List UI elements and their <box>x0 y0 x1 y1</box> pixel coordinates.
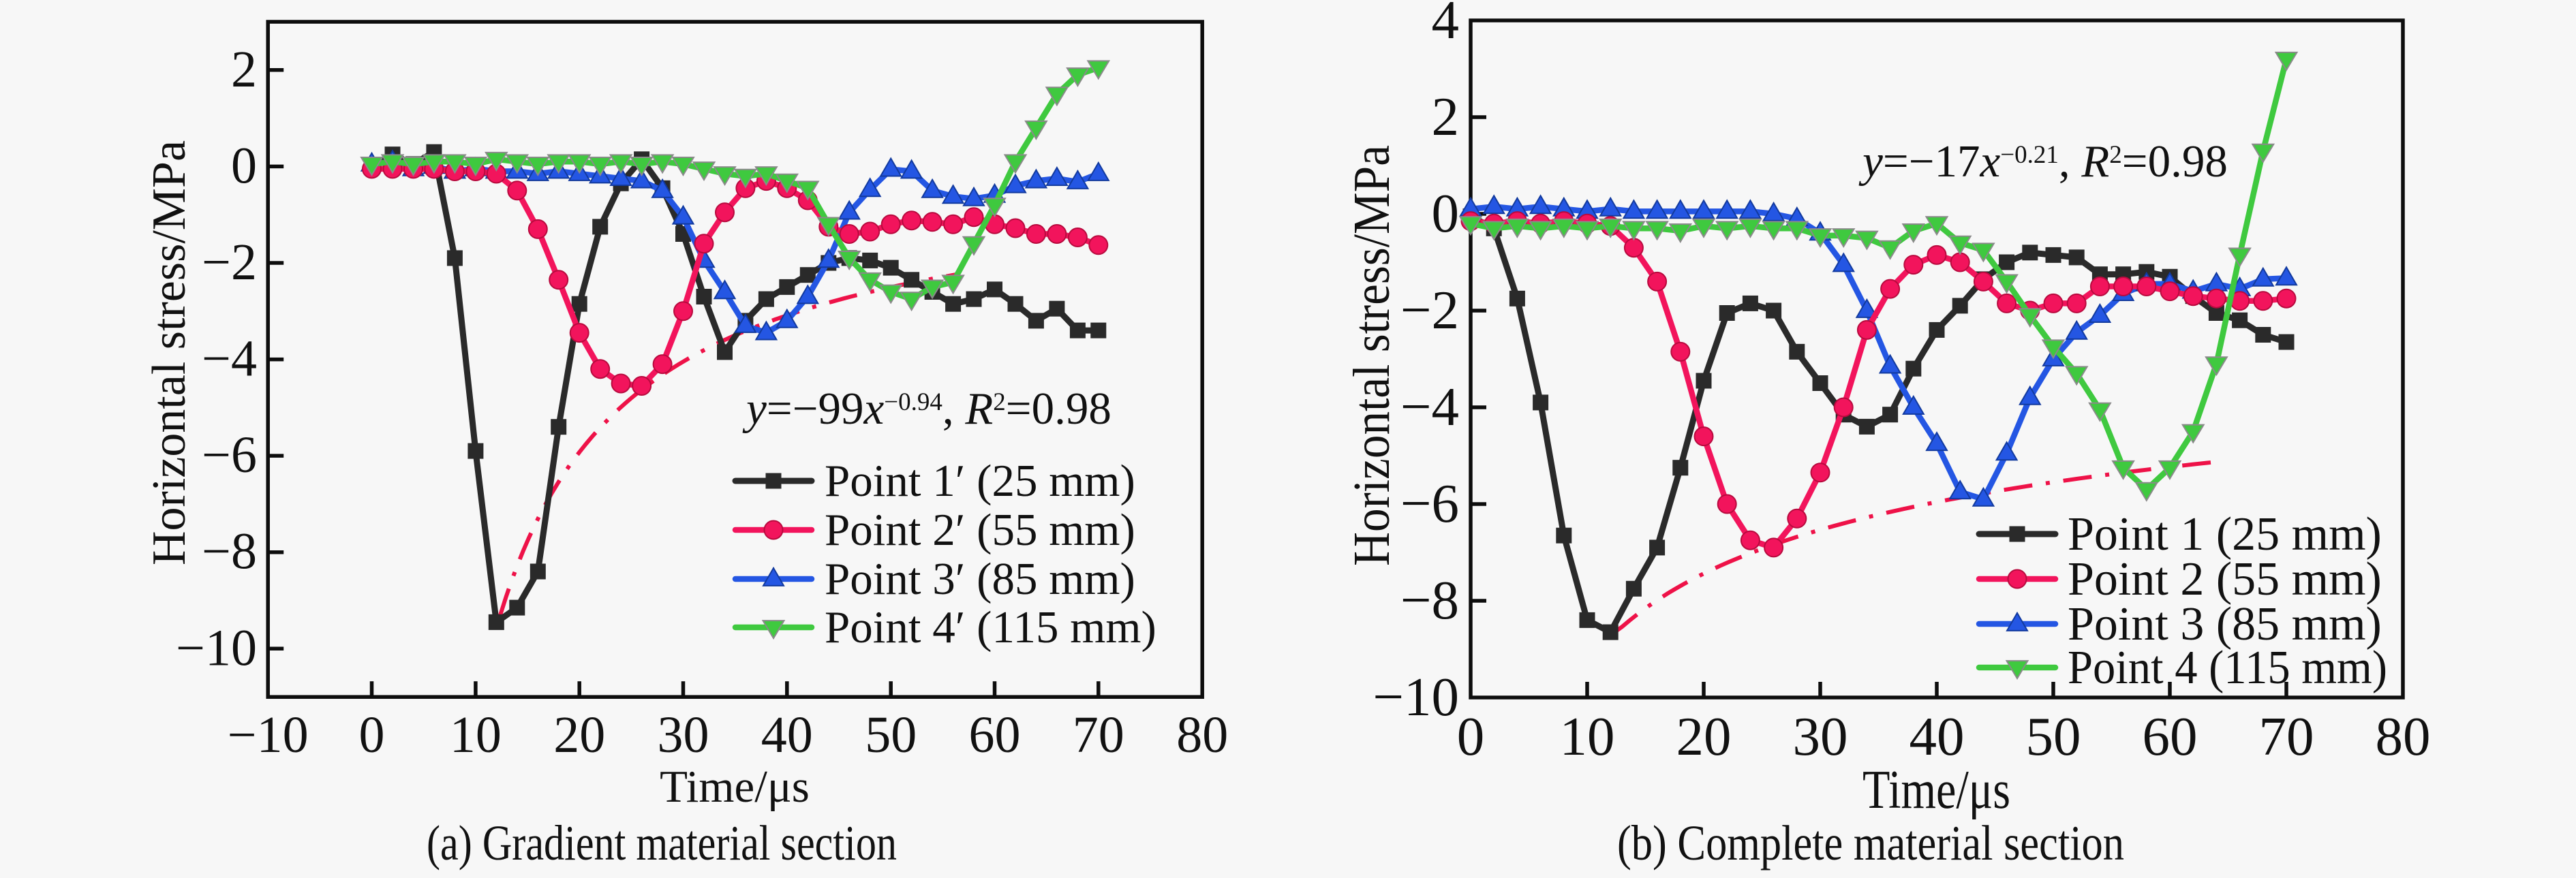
svg-text:−2: −2 <box>202 234 257 291</box>
svg-text:−6: −6 <box>202 426 257 484</box>
svg-text:−8: −8 <box>1400 569 1459 631</box>
svg-text:Point 1 (25 mm): Point 1 (25 mm) <box>2068 508 2382 561</box>
svg-text:Horizontal stress/MPa: Horizontal stress/MPa <box>1343 145 1400 566</box>
svg-text:30: 30 <box>1793 706 1848 767</box>
svg-text:Point 2′ (55 mm): Point 2′ (55 mm) <box>825 505 1135 555</box>
svg-text:20: 20 <box>553 706 605 764</box>
svg-text:Point 3′ (85 mm): Point 3′ (85 mm) <box>825 554 1135 604</box>
svg-text:60: 60 <box>2143 706 2198 767</box>
svg-text:80: 80 <box>1176 706 1228 764</box>
svg-text:70: 70 <box>1073 706 1124 764</box>
svg-text:Point 4′ (115 mm): Point 4′ (115 mm) <box>825 602 1156 653</box>
svg-text:0: 0 <box>231 137 257 194</box>
svg-text:y=−17x−0.21, R2=0.98: y=−17x−0.21, R2=0.98 <box>1858 136 2228 187</box>
svg-text:40: 40 <box>761 706 813 764</box>
svg-text:20: 20 <box>1676 706 1732 767</box>
svg-text:50: 50 <box>865 706 917 764</box>
svg-text:−2: −2 <box>1400 279 1459 341</box>
svg-text:10: 10 <box>1560 706 1615 767</box>
svg-text:80: 80 <box>2376 706 2431 767</box>
svg-text:2: 2 <box>231 41 257 98</box>
svg-text:Horizontal stress/MPa: Horizontal stress/MPa <box>143 140 196 565</box>
svg-text:−4: −4 <box>202 330 257 388</box>
svg-text:−8: −8 <box>202 523 257 580</box>
svg-text:70: 70 <box>2259 706 2314 767</box>
svg-text:50: 50 <box>2026 706 2081 767</box>
svg-text:30: 30 <box>658 706 709 764</box>
svg-text:10: 10 <box>450 706 502 764</box>
svg-text:0: 0 <box>359 706 385 764</box>
svg-text:Point 2 (55 mm): Point 2 (55 mm) <box>2068 553 2382 606</box>
svg-text:4: 4 <box>1432 0 1460 50</box>
svg-text:40: 40 <box>1910 706 1965 767</box>
svg-text:y=−99x−0.94, R2=0.98: y=−99x−0.94, R2=0.98 <box>742 383 1111 434</box>
svg-text:−6: −6 <box>1400 473 1459 534</box>
svg-text:−10: −10 <box>176 619 257 676</box>
svg-text:0: 0 <box>1457 706 1485 767</box>
svg-text:2: 2 <box>1432 86 1460 147</box>
svg-text:(a) Gradient material section: (a) Gradient material section <box>427 815 897 871</box>
svg-text:Point 3 (85 mm): Point 3 (85 mm) <box>2068 598 2382 650</box>
svg-text:−10: −10 <box>1373 666 1459 727</box>
svg-text:−10: −10 <box>228 706 309 764</box>
svg-text:−4: −4 <box>1400 376 1459 437</box>
svg-text:Time/μs: Time/μs <box>1862 760 2010 820</box>
svg-text:(b) Complete material section: (b) Complete material section <box>1617 815 2124 871</box>
svg-text:Time/μs: Time/μs <box>660 762 810 812</box>
svg-text:0: 0 <box>1432 183 1460 244</box>
svg-text:Point 1′ (25 mm): Point 1′ (25 mm) <box>825 456 1135 506</box>
svg-text:Point 4 (115 mm): Point 4 (115 mm) <box>2068 642 2387 694</box>
svg-text:60: 60 <box>969 706 1021 764</box>
